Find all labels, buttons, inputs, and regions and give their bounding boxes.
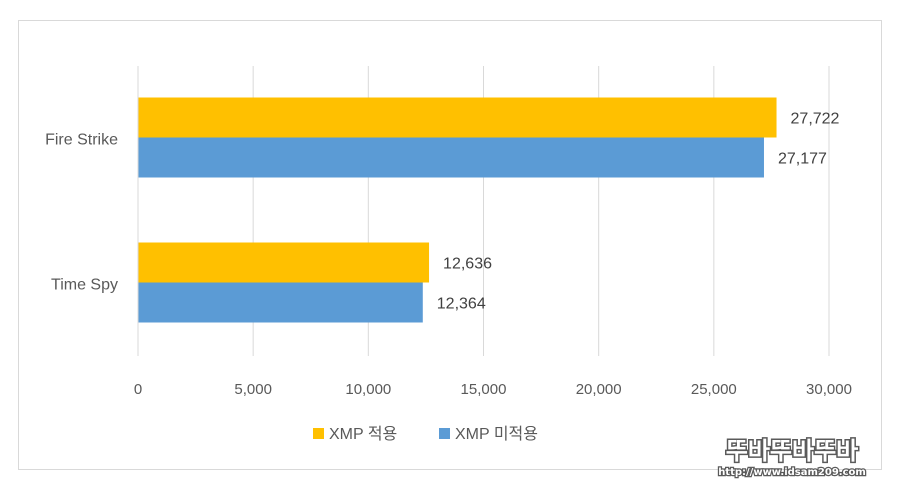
x-tick-label: 20,000 [576, 381, 622, 398]
chart-frame: 0 5,000 10,000 15,000 20,000 25,000 30,000 Fire… [18, 20, 882, 470]
watermark-logo: 뚜바뚜바뚜바 http://www.idsam209.com [702, 437, 882, 479]
legend-swatch [313, 428, 324, 439]
category-label: Time Spy [51, 277, 118, 294]
x-tick-label: 25,000 [691, 381, 737, 398]
x-tick-label: 10,000 [345, 381, 391, 398]
bar [138, 97, 777, 138]
legend-swatch [439, 428, 450, 439]
data-label: 27,177 [778, 151, 827, 168]
bar [138, 282, 423, 323]
legend: XMP 적용 XMP 미적용 [313, 425, 538, 443]
watermark-text: 뚜바뚜바뚜바 [726, 437, 858, 465]
x-tick-label: 5,000 [234, 381, 272, 398]
axes: 0 5,000 10,000 15,000 20,000 25,000 30,000 Fire… [45, 66, 852, 398]
legend-label: XMP 적용 [329, 425, 397, 443]
data-label: 12,364 [437, 296, 486, 313]
x-tick-label: 15,000 [461, 381, 507, 398]
bar [138, 137, 764, 178]
bars [138, 97, 777, 323]
legend-label: XMP 미적용 [455, 425, 538, 443]
data-labels: 27,722 27,177 12,636 12,364 [437, 111, 840, 313]
x-tick-label: 0 [134, 381, 142, 398]
bar [138, 242, 430, 283]
data-label: 12,636 [443, 256, 492, 273]
bar-chart: 0 5,000 10,000 15,000 20,000 25,000 30,000 Fire… [45, 66, 852, 443]
x-tick-label: 30,000 [806, 381, 852, 398]
watermark-url: http://www.idsam209.com [718, 467, 866, 478]
data-label: 27,722 [791, 111, 840, 128]
category-label: Fire Strike [45, 132, 118, 149]
